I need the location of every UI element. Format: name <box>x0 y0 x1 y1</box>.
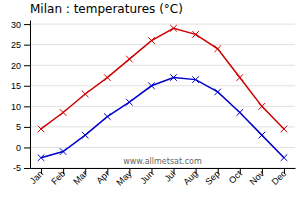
grid-line <box>30 126 295 127</box>
x-tick: Dec <box>270 168 289 187</box>
y-tick: 0 <box>16 143 30 153</box>
grid <box>30 24 295 168</box>
y-tick-label: 5 <box>16 122 21 132</box>
marker <box>259 132 266 139</box>
x-axis: JanFebMar AprMay Jun Jul AugSep OctNovDec <box>28 168 296 188</box>
grid-line <box>30 24 295 25</box>
marker <box>82 91 89 98</box>
x-tick-label: Jan <box>28 169 45 186</box>
plot: -5 0 5 10 15 20 25 30 JanFebMar AprMay Jun Jul AugSe… <box>11 19 296 187</box>
x-tick: Jun <box>138 168 155 186</box>
marker <box>236 109 243 116</box>
x-tick: Mar <box>71 168 89 187</box>
series-line <box>41 78 284 158</box>
marker <box>192 76 199 83</box>
y-tick-mark <box>24 127 30 128</box>
x-axis-line <box>31 168 296 169</box>
marker <box>126 56 133 63</box>
x-tick-label: Oct <box>227 168 244 185</box>
y-tick-label: 30 <box>11 19 21 29</box>
marker <box>281 126 288 133</box>
x-tick-label: Dec <box>270 168 289 187</box>
title: Milan : temperatures (°C) <box>30 2 183 16</box>
marker <box>82 132 89 139</box>
y-tick-mark <box>24 24 30 25</box>
x-tick: Nov <box>248 168 267 187</box>
y-tick: -5 <box>13 163 30 173</box>
y-tick-label: -5 <box>13 163 21 173</box>
x-tick: Feb <box>49 168 67 187</box>
x-tick: Jan <box>28 168 45 186</box>
x-tick-label: Mar <box>71 169 89 187</box>
marker <box>259 103 266 110</box>
x-tick: Apr <box>94 168 111 186</box>
grid-line <box>30 44 295 45</box>
y-tick-mark <box>24 106 30 107</box>
marker <box>126 99 133 106</box>
y-tick: 25 <box>11 40 30 50</box>
marker <box>38 126 45 133</box>
marker <box>214 89 221 96</box>
marker <box>236 74 243 81</box>
x-tick: Oct <box>227 168 244 186</box>
y-tick: 20 <box>11 61 30 71</box>
y-tick: 15 <box>11 81 30 91</box>
x-tick-label: Nov <box>248 168 267 187</box>
marker <box>214 45 221 52</box>
marks <box>38 25 288 161</box>
y-axis: -5 0 5 10 15 20 25 30 <box>11 19 31 173</box>
x-tick-label: May <box>114 168 133 187</box>
y-tick-mark <box>24 45 30 46</box>
x-tick-label: Feb <box>49 169 67 187</box>
x-tick: May <box>114 168 133 188</box>
grid-line <box>30 85 295 86</box>
marker <box>104 74 111 81</box>
marker <box>170 25 177 32</box>
y-tick-label: 20 <box>11 61 21 71</box>
x-tick-label: Jul <box>162 169 177 184</box>
x-tick: Jul <box>162 168 177 184</box>
chart: -5 0 5 10 15 20 25 30 JanFebMar AprMay Jun Jul AugSe… <box>0 0 305 200</box>
x-tick-label: Jun <box>138 169 155 186</box>
grid-line <box>30 65 295 66</box>
y-tick-mark <box>24 168 30 169</box>
grid-line <box>30 168 295 169</box>
y-tick-label: 25 <box>11 40 21 50</box>
marker <box>60 148 67 155</box>
y-tick: 5 <box>16 122 30 132</box>
y-tick-mark <box>24 65 30 66</box>
marker <box>60 109 67 116</box>
marker <box>281 154 288 161</box>
marker <box>170 74 177 81</box>
x-tick-label: Apr <box>94 169 111 186</box>
y-axis-line <box>30 21 31 169</box>
x-tick: Aug <box>181 168 199 187</box>
y-tick-label: 10 <box>11 102 21 112</box>
y-tick: 10 <box>11 102 30 112</box>
x-tick: Sep <box>203 168 221 187</box>
marker <box>38 154 45 161</box>
y-tick-label: 15 <box>11 81 21 91</box>
series-line <box>41 28 284 129</box>
y-tick-mark <box>24 147 30 148</box>
marker <box>148 37 155 44</box>
watermark: www.allmetsat.com <box>123 157 202 166</box>
x-tick-label: Aug <box>181 169 199 187</box>
marker <box>192 31 199 38</box>
y-tick: 30 <box>11 19 30 29</box>
marker <box>148 82 155 89</box>
x-tick-label: Sep <box>203 169 221 187</box>
y-tick-label: 0 <box>16 143 21 153</box>
marker <box>104 113 111 120</box>
y-tick-mark <box>24 86 30 87</box>
